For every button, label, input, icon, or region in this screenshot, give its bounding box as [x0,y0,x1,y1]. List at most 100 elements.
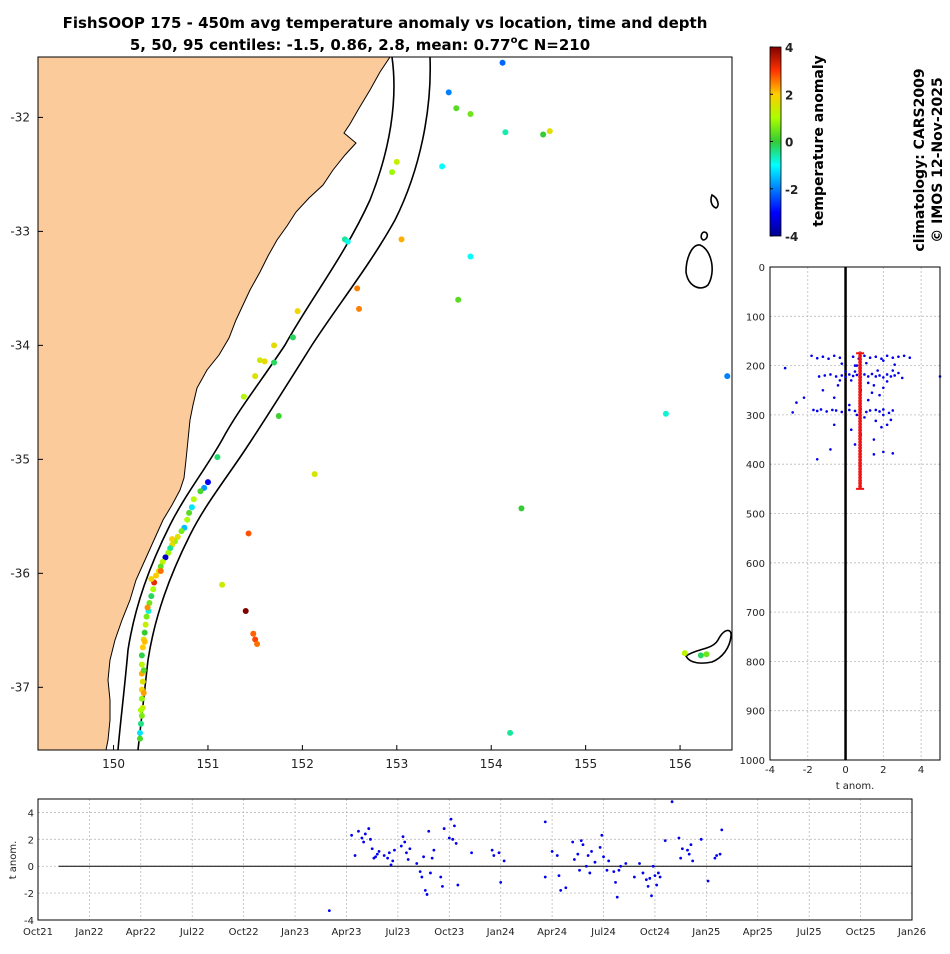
map-point [356,305,363,312]
map-y-tick-label: -33 [10,224,30,238]
timeseries-point [658,875,662,879]
map-point [245,530,252,537]
profile-y-tick-label: 700 [746,608,765,619]
map-point [169,536,176,543]
profile-point [866,398,870,402]
profile-point [878,410,881,413]
profile-point [885,354,889,358]
profile-point [849,428,853,431]
colorbar-tick-label: 2 [785,88,793,102]
map-point [540,131,547,138]
profile-point [831,408,834,412]
timeseries-point [422,855,425,859]
profile-x-axis: -4 -2 0 2 4 [765,765,924,776]
timeseries-point [543,820,547,824]
timeseries-point [644,878,648,882]
timeseries-point [403,840,407,844]
map-point [261,358,268,365]
timeseries-point [648,876,652,880]
timeseries-point [449,817,453,821]
map-point [256,357,263,364]
timeseries-point [564,886,568,890]
map-point [546,128,553,135]
profile-point [902,354,906,358]
timeseries-x-tick-label: Apr23 [331,927,361,938]
profile-point [832,354,836,358]
timeseries-point [350,833,354,837]
timeseries-point [423,889,427,892]
map-point [137,707,144,714]
map-point [159,558,166,565]
profile-point [834,409,838,412]
colorbar-tick-label: 4 [785,41,793,55]
profile-point [897,371,900,375]
median-bar-marker [858,484,862,489]
map-point [204,479,211,486]
profile-y-tick-label: 800 [746,657,765,668]
map-point [138,652,145,659]
map-point [724,373,731,380]
timeseries-point [555,854,559,857]
timeseries-point [427,829,431,833]
timeseries-x-tick-label: Oct22 [229,927,259,938]
profile-point [870,372,874,376]
profile-point [840,374,844,377]
profile-point [855,413,859,417]
isobath-1000m [137,57,432,750]
land-area [38,57,391,750]
profile-point [819,408,823,411]
profile-point [863,416,866,419]
profile-point [795,401,798,404]
profile-point [840,410,844,414]
profile-point [885,380,889,383]
timeseries-point [357,829,360,833]
timeseries-point [453,824,456,828]
profile-point [865,410,868,414]
map-point [398,236,405,243]
map-point [311,471,318,478]
timeseries-point [441,884,444,888]
profile-y-tick-label: 200 [746,362,765,373]
timeseries-y-tick-label: 2 [28,835,34,846]
map-point [144,604,151,611]
timeseries-point [439,875,443,879]
map-point [141,629,148,636]
timeseries-point [499,880,503,884]
timeseries-y-tick-label: -4 [24,916,34,927]
map-point [240,393,247,400]
map-point [148,576,155,583]
islet-outline-a [710,193,719,209]
profile-point [891,452,895,455]
timeseries-point [470,851,473,855]
profile-point [829,448,832,451]
map-point [254,640,261,647]
profile-point [880,425,883,429]
timeseries-point [454,841,458,845]
map-point [138,712,145,719]
map-point [153,572,160,579]
profile-x-tick-label: 0 [842,765,848,776]
profile-point [851,355,855,359]
timeseries-point [593,860,597,864]
profile-x-tick-label: -2 [803,765,813,776]
timeseries-point [617,868,621,872]
timeseries-x-tick-label: Oct23 [434,927,464,938]
profile-point [866,381,870,385]
timeseries-point [686,848,689,852]
map-point [186,509,193,516]
profile-point [812,408,815,412]
timeseries-x-tick-label: Jan26 [897,927,926,938]
timeseries-point [687,852,691,856]
profile-point [874,355,878,359]
profile-point [821,355,825,359]
timeseries-point [406,858,410,861]
profile-y-tick-label: 900 [746,707,765,718]
timeseries-ylabel: t anom. [8,841,19,880]
timeseries-point [456,883,460,887]
timeseries-point [387,851,391,855]
timeseries-point [677,836,681,840]
profile-y-axis: 0 100 200 300 400 500 600 700 800 900 1000 [740,263,765,767]
timeseries-x-axis: Oct21 Jan22 Apr22 Jul22 Oct22 Jan23 Apr23 Jul23… [23,927,926,938]
timeseries-point [602,855,605,859]
profile-point [815,409,819,413]
